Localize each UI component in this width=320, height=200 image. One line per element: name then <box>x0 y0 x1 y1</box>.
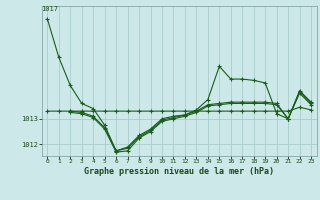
Text: 1017: 1017 <box>42 6 59 12</box>
X-axis label: Graphe pression niveau de la mer (hPa): Graphe pression niveau de la mer (hPa) <box>84 167 274 176</box>
